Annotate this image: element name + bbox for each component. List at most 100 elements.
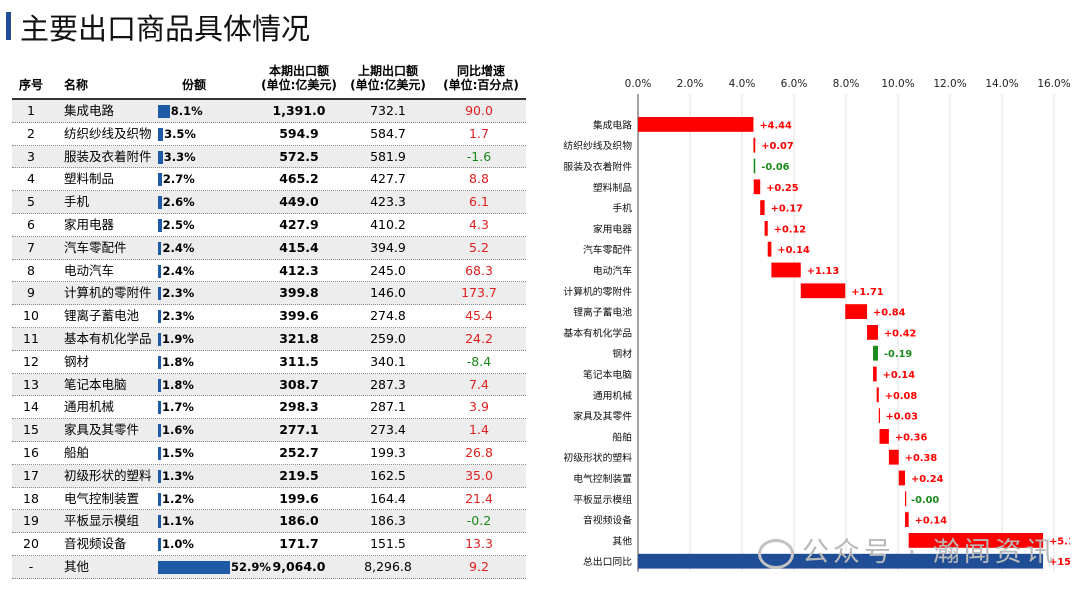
waterfall-bar [767,241,772,257]
data-label: +0.24 [911,474,944,485]
row-index: 2 [27,125,35,141]
row-name: 笔记本电脑 [64,376,127,392]
waterfall-chart: 0.0% 2.0% 4.0% 6.0% 8.0% 10.0% 12.0% 14.0% 16.0%… [563,78,1070,572]
share-bar [158,310,162,324]
header-idx: 序号 [18,78,43,92]
previous-value: 273.4 [370,422,406,438]
header-yoy: 同比增速 (单位:百分点) [436,64,526,92]
previous-value: 394.9 [370,239,406,255]
row-index: 6 [27,216,35,232]
page-title: 主要出口商品具体情况 [20,12,311,46]
previous-value: 245.0 [370,262,406,278]
row-index: 11 [23,330,39,346]
waterfall-bar [753,137,756,153]
yoy-value: 1.7 [469,125,489,141]
current-value: 186.0 [279,513,319,529]
table-row: 18 电气控制装置 1.2% 199.6 164.4 21.4 [12,488,526,511]
data-label: +0.84 [873,308,906,319]
header-previous-line1: 上期出口额 [357,64,418,78]
current-value: 415.4 [279,239,319,255]
share-bar [158,515,161,529]
data-label: +1.71 [851,287,884,298]
row-name: 初级形状的塑料 [64,467,152,483]
share-label: 1.2% [162,491,194,506]
yoy-value: -8.4 [466,353,492,369]
previous-value: 164.4 [370,490,406,506]
share-bar [158,446,161,460]
share-label: 2.6% [162,195,195,210]
previous-value: 340.1 [370,353,406,369]
yoy-value: 45.4 [465,308,493,324]
waterfall-bar [800,283,846,299]
waterfall-bar [908,533,1044,548]
header-yoy-line2: (单位:百分点) [443,78,519,92]
data-label: +0.07 [761,141,794,152]
share-bar [158,401,161,415]
waterfall-bar [905,512,909,527]
row-index: 4 [27,171,35,187]
waterfall-bar [873,345,878,361]
category-label: 船舶 [612,430,632,443]
category-label: 基本有机化学品 [563,326,632,339]
row-name: 钢材 [64,353,90,369]
share-bar [158,538,161,552]
category-label: 纺织纱线及织物 [563,139,632,152]
x-tick-label: 4.0% [729,78,756,90]
current-value: 594.9 [279,125,319,141]
data-label: +4.44 [759,120,792,131]
table-row: 10 锂离子蓄电池 2.3% 399.6 274.8 45.4 [12,305,526,328]
x-tick-label: 10.0% [881,78,914,90]
share-bar [158,424,161,438]
yoy-value: 4.3 [469,216,489,232]
waterfall-bar [638,117,754,132]
category-label: 平板显示模组 [573,493,632,506]
table-row: 3 服装及衣着附件 3.3% 572.5 581.9 -1.6 [12,145,526,169]
row-index: 12 [23,353,39,369]
row-index: 5 [27,194,35,210]
yoy-value: 173.7 [461,285,497,301]
table-row: 17 初级形状的塑料 1.3% 219.5 162.5 35.0 [12,464,526,488]
share-label: 2.3% [162,286,195,301]
x-tick-label: 14.0% [985,78,1018,90]
row-name: 通用机械 [64,399,115,415]
share-label: 1.5% [162,445,194,460]
previous-value: 199.3 [370,444,406,460]
share-bar [158,287,162,301]
share-bar [158,355,161,369]
waterfall-bar [771,262,801,278]
share-bar [158,218,162,232]
yoy-value: 26.8 [465,444,493,460]
share-bar [158,196,162,210]
table-row: 4 塑料制品 2.7% 465.2 427.7 8.8 [12,168,526,192]
share-label: 2.4% [162,240,195,255]
current-value: 1,391.0 [272,103,326,118]
share-label: 1.6% [162,423,194,438]
share-label: 1.3% [162,468,194,483]
row-index: 9 [27,285,35,301]
category-label: 总出口同比 [583,555,632,568]
previous-value: 186.3 [370,513,406,529]
share-bar [158,469,161,483]
row-name: 集成电路 [64,103,115,118]
previous-value: 8,296.8 [364,558,412,574]
share-label: 2.7% [162,172,195,187]
data-label: +0.03 [886,412,919,423]
data-label: -0.06 [761,162,789,173]
share-bar [158,105,170,118]
previous-value: 146.0 [370,285,406,301]
previous-value: 287.3 [370,376,406,392]
row-name: 基本有机化学品 [64,330,152,346]
yoy-value: 6.1 [469,194,489,210]
row-name: 家用电器 [64,216,115,232]
header-yoy-line1: 同比增速 [456,64,505,78]
current-value: 321.8 [279,330,319,346]
yoy-value: 21.4 [465,490,493,506]
previous-value: 274.8 [370,308,406,324]
yoy-value: -0.2 [466,513,492,529]
yoy-value: 9.2 [469,558,489,574]
data-label: +0.08 [885,391,918,402]
data-label: +0.42 [884,328,916,339]
waterfall-bar [753,179,761,195]
row-name: 计算机的零附件 [64,285,152,301]
yoy-value: 35.0 [465,467,493,483]
